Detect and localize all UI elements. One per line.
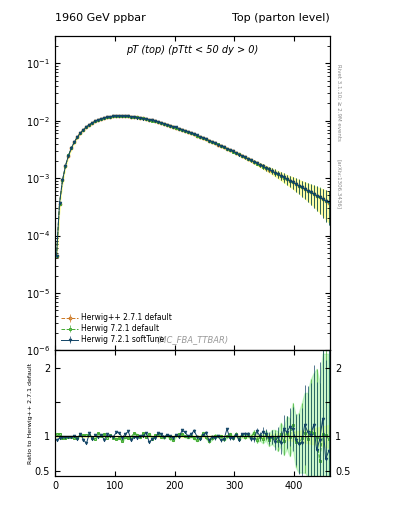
Text: pT (top) (pTtt < 50 dy > 0): pT (top) (pTtt < 50 dy > 0) <box>127 45 259 55</box>
Legend: Herwig++ 2.7.1 default, Herwig 7.2.1 default, Herwig 7.2.1 softTune: Herwig++ 2.7.1 default, Herwig 7.2.1 def… <box>59 311 174 347</box>
Text: [arXiv:1306.3436]: [arXiv:1306.3436] <box>336 159 341 209</box>
Y-axis label: Ratio to Herwig++ 2.7.1 default: Ratio to Herwig++ 2.7.1 default <box>28 362 33 464</box>
Text: Top (parton level): Top (parton level) <box>232 13 330 23</box>
Text: 1960 GeV ppbar: 1960 GeV ppbar <box>55 13 146 23</box>
Text: Rivet 3.1.10; ≥ 2.9M events: Rivet 3.1.10; ≥ 2.9M events <box>336 64 341 141</box>
Text: (MC_FBA_TTBAR): (MC_FBA_TTBAR) <box>156 335 229 344</box>
